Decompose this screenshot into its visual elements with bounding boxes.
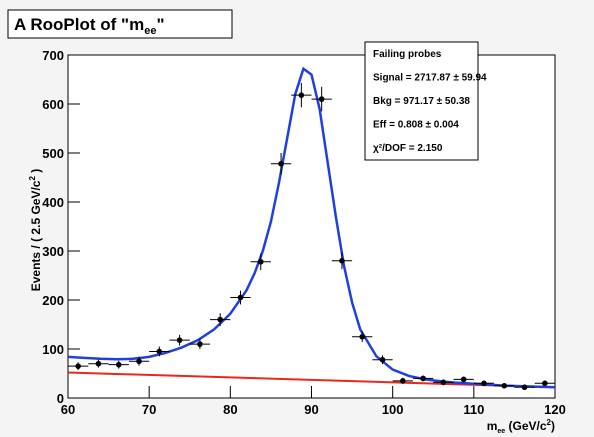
stats-line: Failing probes — [373, 49, 442, 60]
data-point — [440, 379, 447, 386]
label-sup: 2 — [547, 418, 552, 427]
data-point — [420, 375, 426, 382]
data-point — [400, 378, 406, 384]
data-point — [542, 380, 548, 387]
data-point — [237, 294, 244, 301]
stats-box — [364, 41, 479, 161]
x-tick-label: 100 — [382, 402, 404, 417]
data-point — [501, 382, 508, 389]
data-point — [197, 341, 203, 347]
y-tick-label: 400 — [42, 195, 64, 210]
title-text: A RooPlot of "m — [14, 15, 144, 34]
y-tick-label: 600 — [42, 97, 64, 112]
title-sub: ee — [144, 25, 156, 37]
title-box — [7, 9, 233, 39]
y-tick-label: 500 — [42, 146, 64, 161]
stats-line: Bkg = 971.17 ± 50.38 — [373, 96, 470, 107]
y-tick-label: 700 — [42, 48, 64, 63]
y-axis-label: Events / ( 2.5 GeV/c2 ) — [28, 169, 43, 292]
x-tick-label: 80 — [223, 402, 237, 417]
label-part: (GeV/c — [505, 419, 547, 433]
x-axis-label: mee (GeV/c2) — [487, 418, 555, 435]
data-point — [298, 92, 305, 98]
stats-line: χ²/DOF = 2.150 — [373, 143, 443, 154]
x-tick-label: 90 — [304, 402, 318, 417]
y-tick-label: 100 — [42, 342, 64, 357]
data-point — [521, 384, 528, 391]
fit-curve — [67, 66, 556, 389]
data-point — [379, 356, 386, 363]
data-point — [318, 96, 325, 102]
x-tick-label: 110 — [463, 402, 484, 417]
y-tick-label: 0 — [57, 391, 64, 406]
data-point — [95, 360, 102, 367]
data-point — [75, 363, 81, 369]
y-tick-label: 200 — [42, 293, 64, 308]
data-point — [359, 333, 366, 340]
label-sub: ee — [497, 428, 505, 435]
chart-title: A RooPlot of "mee" — [14, 15, 165, 37]
x-tick-label: 70 — [142, 402, 156, 417]
title-text: " — [156, 15, 164, 34]
stats-line: Signal = 2717.87 ± 59.94 — [373, 73, 487, 84]
data-point — [217, 316, 223, 323]
label-part: Events / ( 2.5 GeV/c — [29, 180, 43, 291]
data-point — [115, 361, 122, 368]
stats-line: Eff = 0.808 ± 0.004 — [373, 120, 459, 131]
x-tick-label: 120 — [544, 402, 566, 417]
x-tick-label: 60 — [61, 402, 75, 417]
label-part: ) — [29, 169, 43, 176]
data-point — [460, 376, 467, 383]
data-point — [339, 258, 345, 264]
data-point — [278, 160, 284, 167]
data-point — [257, 258, 264, 265]
data-point — [136, 358, 142, 365]
label-part: ) — [551, 419, 555, 433]
y-tick-label: 300 — [42, 244, 64, 259]
data-point — [156, 348, 163, 355]
data-point — [176, 337, 183, 343]
label-sup: 2 — [28, 176, 37, 181]
plot-frame — [67, 54, 556, 399]
data-point — [481, 380, 487, 387]
label-part: m — [487, 419, 498, 433]
